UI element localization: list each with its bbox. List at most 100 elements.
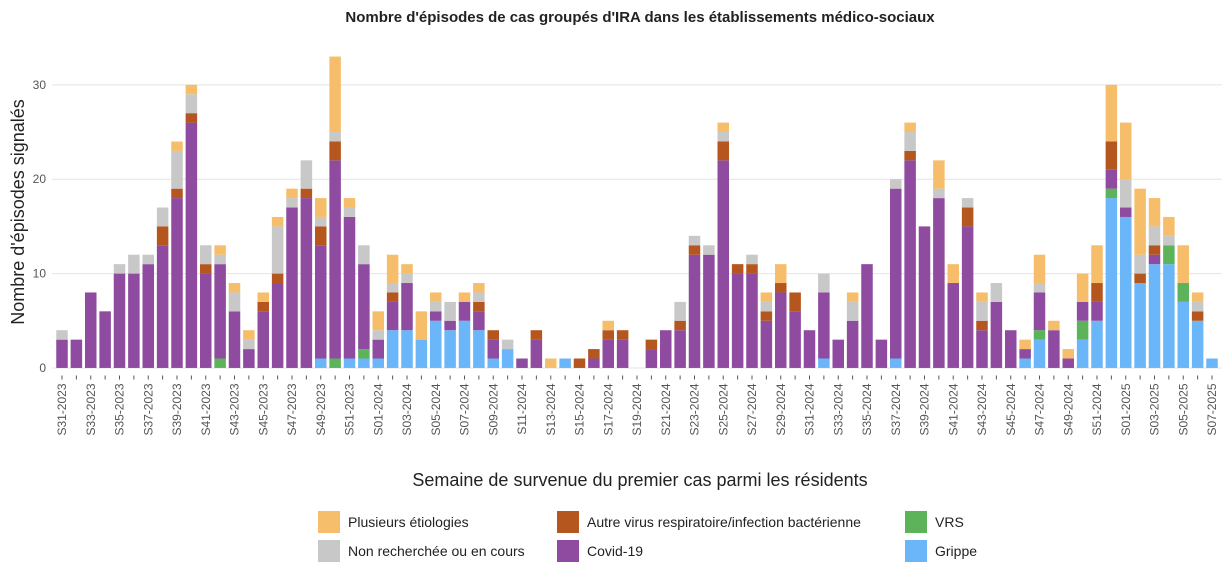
bar-segment [372,339,384,359]
bar-segment [1177,283,1189,302]
bar-segment [703,254,715,368]
bar-segment [516,358,528,368]
bar-segment [1191,292,1204,302]
bar-segment [1148,254,1161,265]
bar-segment [487,330,499,340]
x-tick-label: S43-2024 [975,383,989,435]
bar-segment [372,330,384,340]
bar-segment [386,330,399,368]
bar-segment [430,292,442,302]
legend-label: Grippe [935,543,977,559]
bar-segment [415,339,428,368]
bar-segment [171,188,183,199]
bar-segment [731,273,744,368]
bar-segment [1206,358,1218,368]
legend-label: Covid-19 [587,543,643,559]
x-tick-label: S03-2024 [400,383,414,435]
bar-segment [588,358,600,368]
x-tick-label: S37-2023 [141,383,155,435]
y-tick-label: 30 [33,78,47,92]
bar-segment [501,349,514,368]
bar-segment [271,226,284,274]
bar-segment [185,94,198,114]
bar-segment [933,188,945,199]
bar-segment [1105,198,1118,368]
bar-segment [171,198,183,368]
bar-segment [1091,301,1103,321]
bar-segment [214,264,226,359]
bar-segment [1177,301,1189,368]
bar-segment [933,160,945,189]
x-tick-label: S17-2024 [601,383,615,435]
bar-segment [214,358,226,368]
x-tick-label: S41-2023 [199,383,213,435]
x-tick-label: S31-2024 [803,383,817,435]
bar-segment [1134,273,1146,284]
bar-segment [861,264,873,368]
bar-segment [1062,349,1074,359]
bar-segment [1163,235,1175,246]
bar-segment [703,245,715,255]
bar-segment [645,349,658,368]
bar-segment [818,292,830,359]
bar-segment [688,245,701,255]
bar-segment [444,301,456,321]
x-tick-label: S37-2024 [889,383,903,435]
bar-segment [1148,226,1161,246]
bar-segment [717,160,729,368]
bar-segment [775,264,787,284]
bar-segment [458,292,471,302]
bar-segment [760,292,773,302]
x-tick-label: S21-2024 [659,383,673,435]
x-tick-label: S09-2024 [486,383,500,435]
y-axis-title: Nombre d'épisodes signalés [8,99,28,325]
bar-segment [717,132,729,142]
bar-segment [588,349,600,359]
x-tick-label: S23-2024 [688,383,702,435]
bar-segment [918,226,931,368]
bar-segment [185,84,198,95]
bar-segment [185,113,198,123]
bar-segment [473,283,485,293]
bar-segment [343,207,356,217]
bar-segment [315,358,327,368]
bar-segment [545,358,557,368]
x-tick-label: S15-2024 [573,383,587,435]
bar-segment [243,330,255,340]
bar-segment [156,245,169,368]
bar-segment [818,358,830,368]
bar-segment [1048,330,1060,368]
bar-segment [171,150,183,189]
bar-segment [616,330,629,340]
bar-segment [602,339,614,368]
bar-segment [358,264,370,350]
x-tick-label: S05-2025 [1176,383,1190,435]
legend-label: Autre virus respiratoire/infection bacté… [587,514,861,530]
bar-segment [1062,358,1074,368]
bar-segment [674,330,686,368]
bar-segment [315,198,327,217]
bar-segment [961,207,974,227]
x-tick-label: S41-2024 [946,383,960,435]
bar-segment [573,358,586,368]
bar-segment [530,330,543,340]
bar-segment [890,188,902,359]
bar-segment [976,292,988,302]
bar-segment [99,311,111,368]
bar-segment [257,311,269,368]
x-tick-label: S01-2024 [371,383,385,435]
bar-segment [200,245,212,265]
legend-swatch [905,540,927,562]
bar-segment [1091,320,1103,368]
bar-segment [976,330,988,368]
x-tick-label: S51-2023 [343,383,357,435]
bar-segment [1163,264,1175,368]
bar-segment [386,254,399,284]
x-tick-label: S07-2024 [458,383,472,435]
x-tick-label: S29-2024 [774,383,788,435]
bar-segment [358,358,370,368]
bar-segment [214,254,226,265]
legend-swatch [905,511,927,533]
bar-segment [674,320,686,331]
bar-segment [1091,283,1103,302]
